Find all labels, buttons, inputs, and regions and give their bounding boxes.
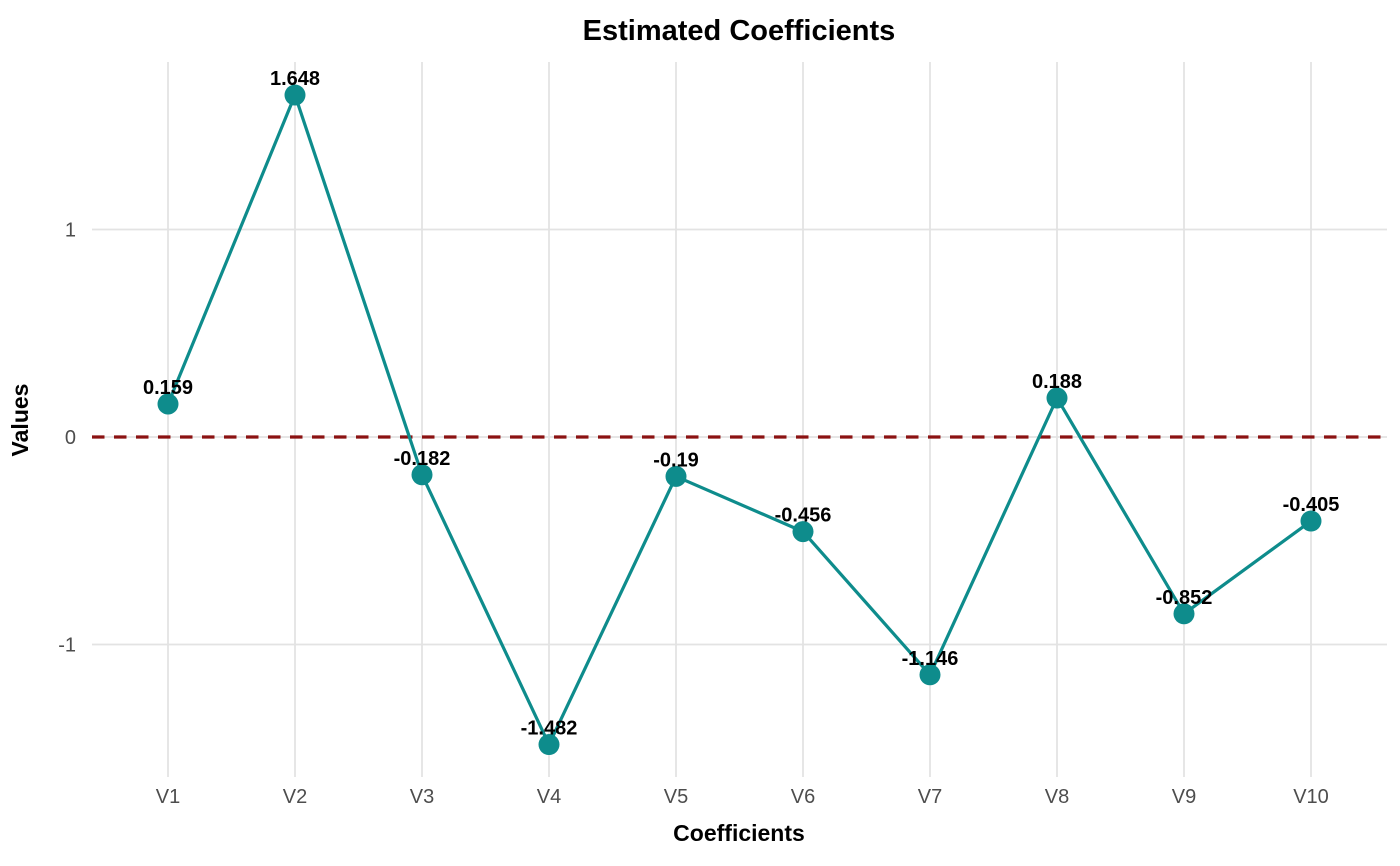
data-points (157, 84, 1322, 756)
data-point (284, 84, 306, 106)
data-point (1046, 387, 1068, 409)
data-point-label: -0.405 (1283, 494, 1340, 516)
series-line (166, 93, 1313, 747)
x-tick-label: V2 (283, 786, 307, 808)
data-point-label: -0.456 (775, 505, 832, 527)
data-point-label: 0.159 (143, 377, 193, 399)
data-point (665, 465, 687, 487)
data-point-label: -0.182 (394, 448, 451, 470)
y-axis-title: Values (7, 384, 33, 457)
chart-title: Estimated Coefficients (583, 15, 896, 47)
x-tick-label: V10 (1293, 786, 1329, 808)
data-point-label: -0.19 (653, 449, 699, 471)
x-axis-title: Coefficients (673, 820, 805, 846)
data-point (919, 664, 941, 686)
x-tick-label: V4 (537, 786, 561, 808)
x-tick-label: V7 (918, 786, 942, 808)
data-point-label: -1.482 (521, 718, 578, 740)
data-point (538, 734, 560, 756)
y-tick-label: -1 (58, 635, 76, 657)
data-point (157, 393, 179, 415)
data-point (792, 521, 814, 543)
x-tick-label: V1 (156, 786, 180, 808)
data-point-label: -0.852 (1156, 587, 1213, 609)
data-point (411, 464, 433, 486)
data-point (1173, 603, 1195, 625)
data-point (1300, 510, 1322, 532)
y-axis-tick-labels: 1 0 -1 (58, 220, 76, 657)
y-tick-label: 0 (65, 427, 76, 449)
x-tick-label: V6 (791, 786, 815, 808)
x-axis-tick-labels: V1 V2 V3 V4 V5 V6 V7 V8 V9 V10 (156, 786, 1329, 808)
series-path (166, 93, 1313, 747)
data-point-label: 1.648 (270, 68, 320, 90)
data-point-label: -1.146 (902, 648, 959, 670)
x-tick-label: V8 (1045, 786, 1069, 808)
data-point-label: 0.188 (1032, 371, 1082, 393)
gridlines (92, 62, 1387, 777)
y-tick-label: 1 (65, 220, 76, 242)
x-tick-label: V5 (664, 786, 688, 808)
x-tick-label: V9 (1172, 786, 1196, 808)
x-tick-label: V3 (410, 786, 434, 808)
data-point-labels: 0.159 1.648 -0.182 -1.482 -0.19 -0.456 -1.146 0… (143, 68, 1339, 739)
